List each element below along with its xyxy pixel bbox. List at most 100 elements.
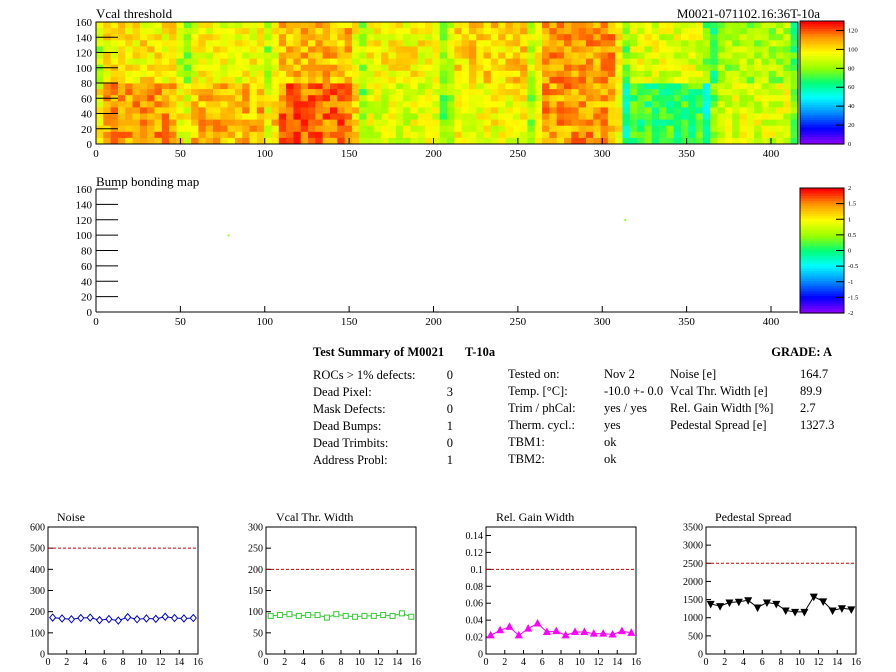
vcal-cell xyxy=(600,70,609,78)
bump-colorbar-band xyxy=(800,263,844,267)
vcal-cell xyxy=(556,131,565,139)
vcal-cell xyxy=(571,125,580,133)
vcal-cell xyxy=(776,107,784,114)
vcal-cell xyxy=(366,28,375,35)
vcal-cell xyxy=(768,107,777,114)
vcal-cell xyxy=(790,22,799,29)
vcal-cell xyxy=(593,76,601,84)
vcal-cell xyxy=(702,131,711,139)
vcal-cell xyxy=(103,101,112,108)
vcal-cell xyxy=(249,107,258,114)
vcal-cell xyxy=(139,125,148,133)
condition-label: Temp. [°C]: xyxy=(508,384,568,398)
vcal-cell xyxy=(622,28,631,35)
vcal-cell xyxy=(410,22,419,29)
vcal-colorbar-band xyxy=(800,30,844,34)
vcal-cell xyxy=(593,101,601,108)
vcal-cell xyxy=(183,34,192,41)
vcal-cell xyxy=(644,46,653,53)
metric-label: Noise [e] xyxy=(670,367,716,381)
vcal-cell xyxy=(600,40,609,47)
vcal-cell xyxy=(169,89,177,96)
bump-colorbar-band xyxy=(800,310,844,314)
vcal-cell xyxy=(410,52,419,59)
vcal-cell xyxy=(600,131,609,139)
vcal-cell xyxy=(564,22,572,29)
vcal-cell xyxy=(183,89,192,96)
roc-plot-point xyxy=(142,614,151,623)
vcal-cell xyxy=(695,52,704,59)
defect-label: Dead Pixel: xyxy=(313,385,372,399)
vcal-cell xyxy=(198,89,207,96)
roc-plot-point xyxy=(305,612,312,619)
vcal-cell xyxy=(213,101,221,108)
roc-plot-point xyxy=(133,615,141,624)
vcal-cell xyxy=(776,89,784,96)
roc-plot-frame xyxy=(705,526,857,655)
vcal-x-tick-label: 0 xyxy=(93,148,99,160)
vcal-cell xyxy=(651,113,660,120)
vcal-cell xyxy=(366,83,375,90)
vcal-cell xyxy=(388,101,397,108)
vcal-cell xyxy=(117,125,126,133)
roc-plot-point xyxy=(725,599,734,608)
vcal-cell xyxy=(622,34,631,41)
vcal-cell xyxy=(556,95,565,102)
vcal-cell xyxy=(520,34,528,41)
vcal-cell xyxy=(461,113,470,120)
vcal-cell xyxy=(125,46,133,53)
vcal-cell xyxy=(286,34,294,41)
vcal-cell xyxy=(147,119,155,127)
vcal-cell xyxy=(702,89,711,96)
vcal-cell xyxy=(264,34,272,41)
vcal-cell xyxy=(542,113,550,120)
vcal-cell xyxy=(169,46,177,53)
vcal-cell xyxy=(227,113,236,120)
vcal-cell xyxy=(425,83,433,90)
vcal-cell xyxy=(432,28,441,35)
vcal-cell xyxy=(622,83,631,90)
vcal-cell xyxy=(278,119,287,127)
vcal-cell xyxy=(249,95,258,102)
vcal-cell xyxy=(366,137,375,145)
vcal-cell xyxy=(666,64,675,72)
vcal-cell xyxy=(702,76,711,84)
vcal-cell xyxy=(578,125,587,133)
vcal-cell xyxy=(417,101,426,108)
vcal-cell xyxy=(512,101,521,108)
vcal-cell xyxy=(615,95,623,102)
vcal-cell xyxy=(147,40,155,47)
vcal-cell xyxy=(169,58,177,66)
vcal-cell xyxy=(688,89,697,96)
roc-plot-point xyxy=(561,630,570,639)
vcal-colorbar-band xyxy=(800,43,844,47)
vcal-cell xyxy=(395,70,404,78)
roc-plot-point xyxy=(496,625,505,634)
vcal-cell xyxy=(468,107,477,114)
vcal-cell xyxy=(366,52,375,59)
vcal-colorbar-band xyxy=(800,89,844,93)
vcal-cell xyxy=(205,119,214,127)
vcal-cell xyxy=(242,46,250,53)
vcal-cell xyxy=(315,107,324,114)
vcal-cell xyxy=(724,58,733,66)
vcal-cell xyxy=(651,95,660,102)
vcal-cell xyxy=(205,125,214,133)
vcal-cell xyxy=(183,76,192,84)
vcal-cell xyxy=(498,46,506,53)
defect-label: Address Probl: xyxy=(313,453,388,467)
roc-plot-line xyxy=(490,622,632,637)
vcal-cell xyxy=(688,28,697,35)
vcal-cell xyxy=(278,125,287,133)
vcal-cell xyxy=(695,83,704,90)
vcal-cell xyxy=(783,52,792,59)
bump-defect-point xyxy=(624,218,627,221)
vcal-cell xyxy=(125,58,133,66)
condition-label: Therm. cycl.: xyxy=(508,418,575,432)
vcal-cell xyxy=(615,46,623,53)
vcal-cell xyxy=(161,125,170,133)
vcal-cell xyxy=(505,34,514,41)
vcal-cell xyxy=(754,107,762,114)
vcal-cell xyxy=(213,95,221,102)
vcal-cell xyxy=(688,52,697,59)
